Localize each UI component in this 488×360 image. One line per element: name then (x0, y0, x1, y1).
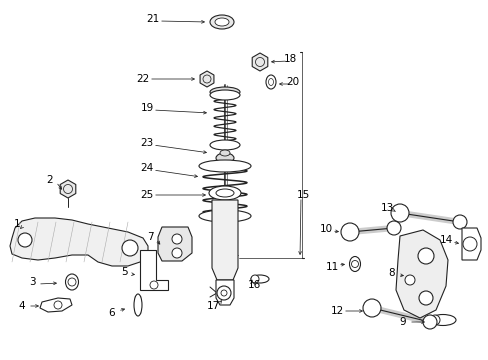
Text: 12: 12 (330, 306, 343, 316)
Circle shape (150, 281, 158, 289)
Circle shape (63, 184, 72, 194)
Ellipse shape (349, 256, 360, 271)
Circle shape (404, 275, 414, 285)
Polygon shape (158, 227, 192, 261)
Ellipse shape (265, 75, 275, 89)
Circle shape (250, 275, 259, 283)
Text: 24: 24 (140, 163, 153, 173)
Text: 4: 4 (19, 301, 25, 311)
Ellipse shape (215, 18, 228, 26)
Circle shape (122, 240, 138, 256)
Ellipse shape (208, 186, 241, 200)
Circle shape (390, 204, 408, 222)
Ellipse shape (220, 150, 229, 156)
Text: 8: 8 (388, 268, 394, 278)
Text: 18: 18 (283, 54, 296, 64)
Circle shape (351, 261, 358, 267)
Circle shape (340, 223, 358, 241)
Circle shape (429, 315, 439, 325)
Ellipse shape (134, 294, 142, 316)
Polygon shape (40, 298, 72, 312)
Ellipse shape (199, 210, 250, 222)
Circle shape (221, 291, 228, 299)
Polygon shape (252, 53, 267, 71)
Ellipse shape (429, 315, 455, 325)
Text: 25: 25 (140, 190, 153, 200)
Circle shape (462, 237, 476, 251)
Circle shape (417, 248, 433, 264)
Ellipse shape (209, 15, 234, 29)
Circle shape (54, 301, 62, 309)
Text: 6: 6 (108, 308, 115, 318)
Ellipse shape (268, 78, 273, 85)
Ellipse shape (216, 153, 234, 163)
Polygon shape (212, 200, 238, 280)
Text: 17: 17 (206, 301, 219, 311)
Text: 20: 20 (286, 77, 299, 87)
Circle shape (172, 248, 182, 258)
Ellipse shape (216, 189, 234, 197)
Circle shape (172, 234, 182, 244)
Polygon shape (60, 180, 76, 198)
Text: 13: 13 (380, 203, 393, 213)
Text: 23: 23 (140, 138, 153, 148)
Circle shape (217, 286, 230, 300)
Ellipse shape (209, 140, 240, 150)
Polygon shape (200, 71, 213, 87)
Polygon shape (140, 250, 168, 290)
Polygon shape (10, 218, 148, 266)
Text: 15: 15 (296, 190, 309, 200)
Circle shape (418, 291, 432, 305)
Text: 7: 7 (146, 232, 153, 242)
Polygon shape (461, 228, 480, 260)
Text: 9: 9 (399, 317, 406, 327)
Circle shape (386, 221, 400, 235)
Text: 10: 10 (319, 224, 332, 234)
Circle shape (362, 299, 380, 317)
Text: 19: 19 (140, 103, 153, 113)
Circle shape (255, 58, 264, 67)
Text: 21: 21 (146, 14, 159, 24)
Text: 2: 2 (46, 175, 53, 185)
Text: 5: 5 (121, 267, 127, 277)
Circle shape (203, 75, 210, 83)
Ellipse shape (199, 160, 250, 172)
Circle shape (18, 233, 32, 247)
Text: 3: 3 (29, 277, 35, 287)
Polygon shape (216, 280, 234, 305)
Text: 16: 16 (247, 280, 260, 290)
Ellipse shape (209, 90, 240, 100)
Polygon shape (395, 230, 447, 318)
Text: 1: 1 (14, 219, 20, 229)
Circle shape (68, 278, 76, 286)
Ellipse shape (65, 274, 79, 290)
Text: 11: 11 (325, 262, 338, 272)
Circle shape (221, 290, 226, 296)
Text: 14: 14 (439, 235, 452, 245)
Ellipse shape (250, 275, 268, 283)
Circle shape (452, 215, 466, 229)
Text: 22: 22 (136, 74, 149, 84)
Circle shape (422, 315, 436, 329)
Ellipse shape (209, 87, 240, 97)
